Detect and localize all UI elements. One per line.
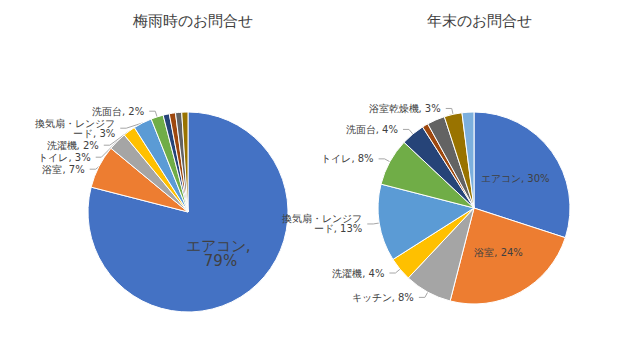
svg-text:浴室, 24%: 浴室, 24% bbox=[474, 247, 523, 258]
svg-text:洗濯機, 2%: 洗濯機, 2% bbox=[47, 140, 99, 151]
svg-text:年末のお問合せ: 年末のお問合せ bbox=[427, 12, 532, 30]
svg-text:浴室, 7%: 浴室, 7% bbox=[42, 164, 84, 175]
svg-text:トイレ, 3%: トイレ, 3% bbox=[38, 152, 90, 163]
svg-text:洗濯機, 4%: 洗濯機, 4% bbox=[332, 268, 384, 279]
svg-text:換気扇・レンジフ: 換気扇・レンジフ bbox=[35, 117, 116, 129]
svg-text:洗面台, 4%: 洗面台, 4% bbox=[346, 124, 398, 135]
svg-text:ード, 3%: ード, 3% bbox=[73, 128, 115, 139]
svg-text:キッチン, 8%: キッチン, 8% bbox=[352, 292, 414, 303]
svg-text:トイレ, 8%: トイレ, 8% bbox=[321, 153, 373, 164]
svg-text:浴室乾燥機, 3%: 浴室乾燥機, 3% bbox=[369, 103, 441, 114]
svg-text:換気扇・レンジフ: 換気扇・レンジフ bbox=[282, 213, 363, 225]
svg-text:ード, 13%: ード, 13% bbox=[314, 223, 363, 234]
svg-text:梅雨時のお問合せ: 梅雨時のお問合せ bbox=[132, 12, 253, 30]
svg-text:エアコン, 30%: エアコン, 30% bbox=[481, 173, 550, 184]
svg-text:エアコン,: エアコン, bbox=[185, 237, 256, 256]
svg-text:79%: 79% bbox=[204, 252, 237, 270]
svg-text:洗面台, 2%: 洗面台, 2% bbox=[92, 106, 144, 117]
